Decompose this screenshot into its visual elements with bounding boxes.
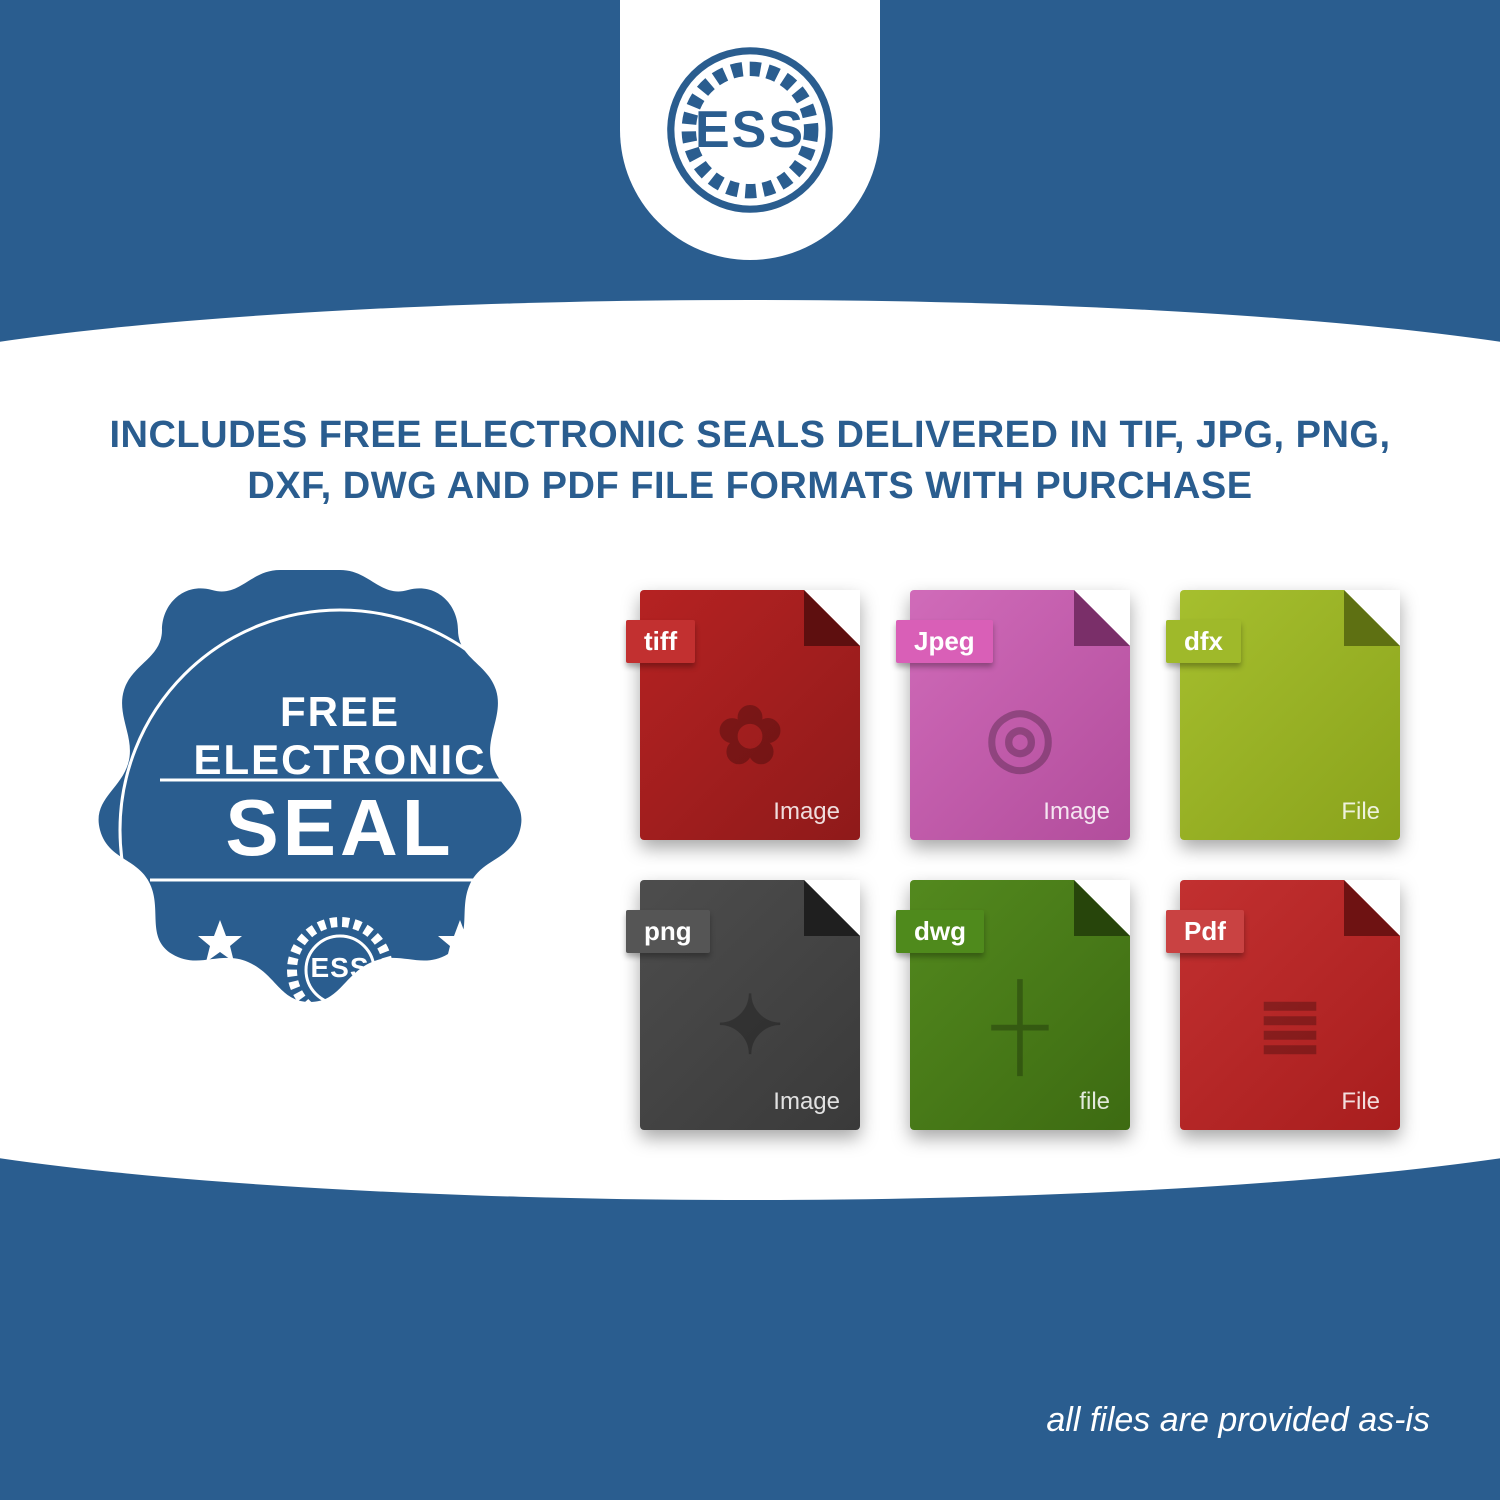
- file-format-grid: tiff✿ImageJpeg◎ImagedfxFilepng✦Imagedwg┼…: [640, 590, 1420, 1140]
- file-tag-label: dwg: [896, 910, 984, 953]
- file-tag-label: png: [626, 910, 710, 953]
- file-tag-label: Pdf: [1166, 910, 1244, 953]
- file-footer-label: file: [1079, 1088, 1110, 1116]
- headline-text: INCLUDES FREE ELECTRONIC SEALS DELIVERED…: [80, 410, 1420, 513]
- file-glyph-icon: ✿: [640, 680, 860, 790]
- file-icon-png: png✦Image: [640, 880, 860, 1130]
- logo-text: ESS: [695, 100, 805, 160]
- file-icon-pdf: Pdf≣File: [1180, 880, 1400, 1130]
- logo-badge: ESS: [620, 0, 880, 260]
- seal-line-free: FREE: [70, 688, 610, 736]
- seal-line-electronic: ELECTRONIC: [70, 736, 610, 784]
- infographic-canvas: ESS INCLUDES FREE ELECTRONIC SEALS DELIV…: [0, 0, 1500, 1500]
- file-glyph-icon: ✦: [640, 970, 860, 1080]
- file-icon-dwg: dwg┼file: [910, 880, 1130, 1130]
- file-icon-tiff: tiff✿Image: [640, 590, 860, 840]
- seal-line-seal: SEAL: [70, 782, 610, 874]
- file-tag-label: tiff: [626, 620, 695, 663]
- file-icon-jpeg: Jpeg◎Image: [910, 590, 1130, 840]
- file-footer-label: Image: [773, 1088, 840, 1116]
- file-footer-label: File: [1341, 1088, 1380, 1116]
- free-electronic-seal-badge: FREE ELECTRONIC SEAL ESS: [70, 560, 610, 1100]
- file-footer-label: Image: [1043, 798, 1110, 826]
- disclaimer-text: all files are provided as-is: [1046, 1401, 1430, 1440]
- file-glyph-icon: ◎: [910, 680, 1130, 790]
- file-glyph-icon: [1180, 680, 1400, 790]
- file-tag-label: dfx: [1166, 620, 1241, 663]
- file-glyph-icon: ┼: [910, 970, 1130, 1080]
- gear-logo-icon: ESS: [660, 40, 840, 220]
- file-footer-label: File: [1341, 798, 1380, 826]
- file-tag-label: Jpeg: [896, 620, 993, 663]
- file-footer-label: Image: [773, 798, 840, 826]
- file-glyph-icon: ≣: [1180, 970, 1400, 1080]
- file-icon-dfx: dfxFile: [1180, 590, 1400, 840]
- seal-inner-ess: ESS: [70, 952, 610, 984]
